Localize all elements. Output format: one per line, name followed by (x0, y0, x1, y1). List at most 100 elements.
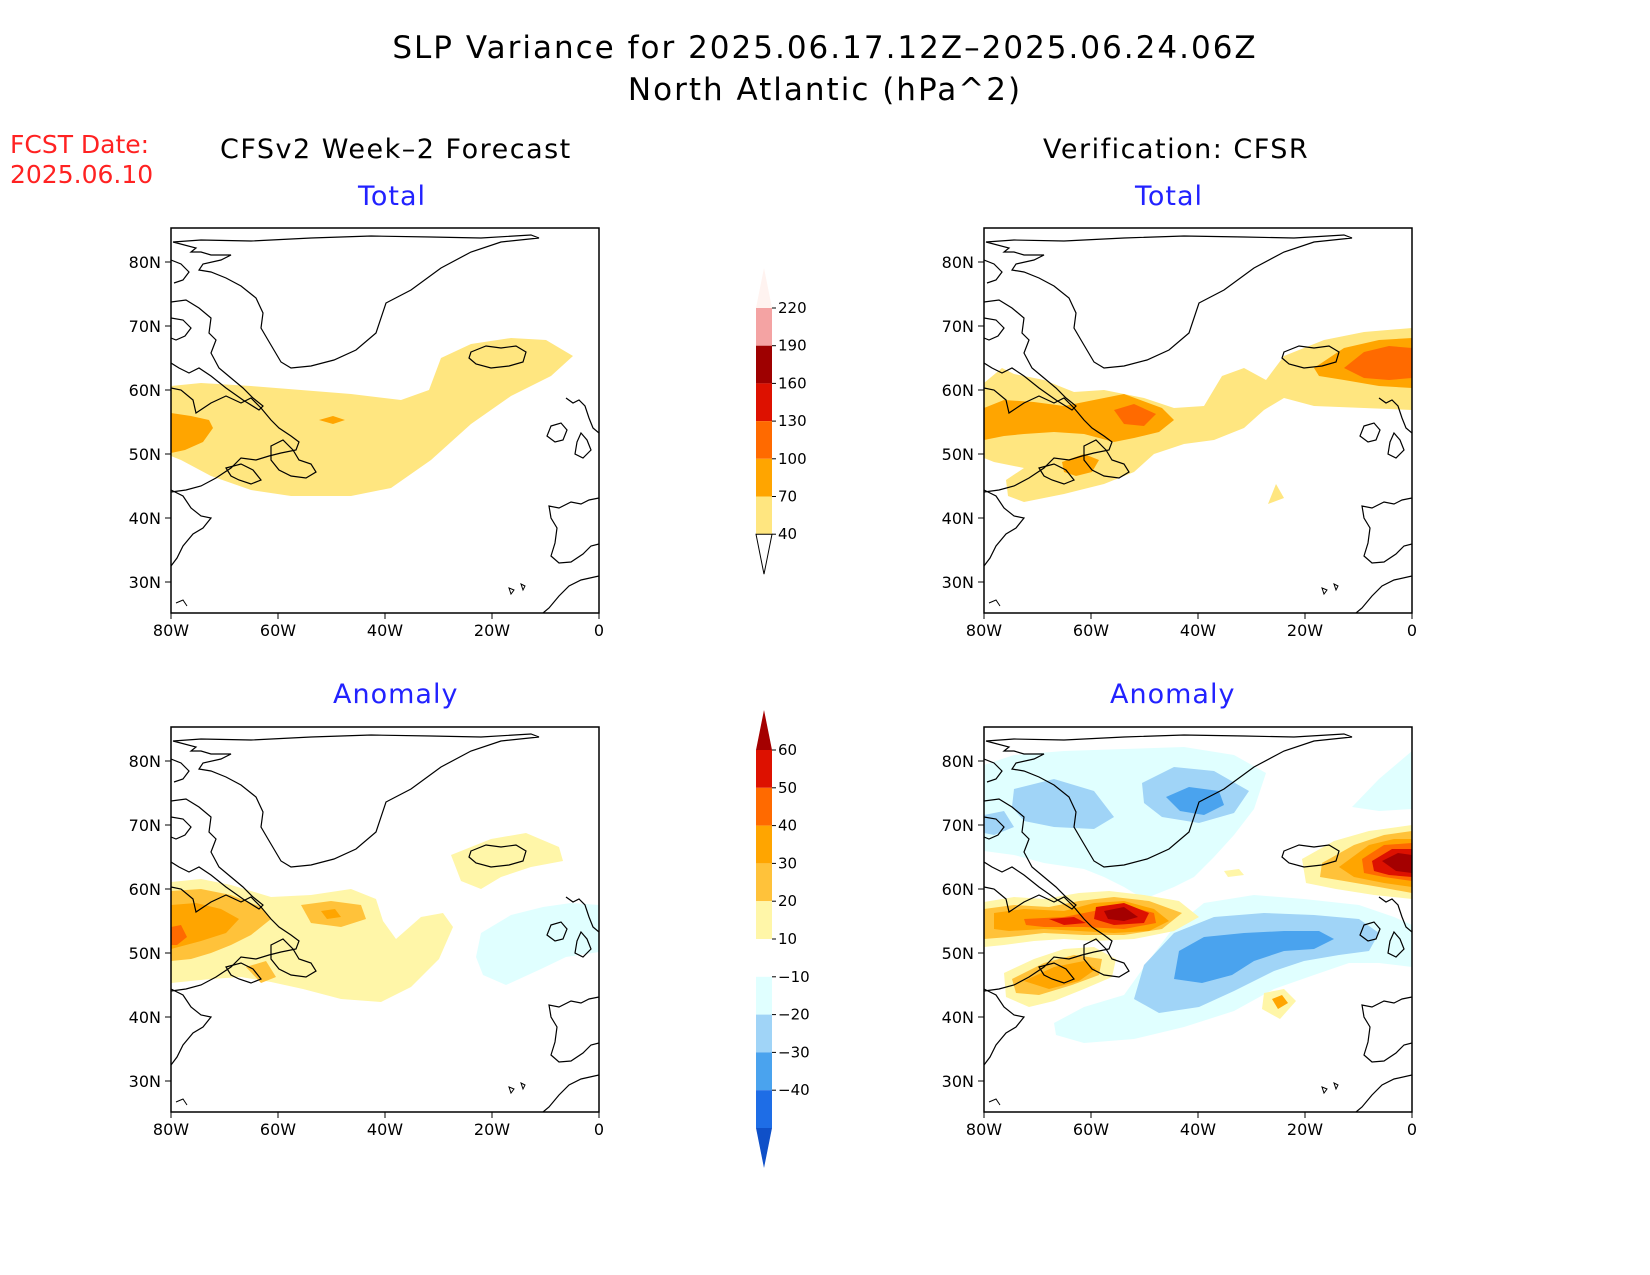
lon-tick-label-forecast-anomaly: 40W (367, 1120, 403, 1139)
colorbar-total-swatch (756, 458, 772, 497)
lat-tick-label-forecast-total: 70N (129, 317, 161, 336)
contour-verification-total-40b (1268, 484, 1284, 504)
map-forecast-total (164, 227, 600, 620)
lat-tick-label-verification-total: 30N (942, 573, 974, 592)
colorbar-anomaly-level-label: 60 (778, 741, 797, 759)
lon-tick-label-forecast-total: 80W (153, 621, 189, 640)
colorbar-anomaly-swatch (756, 1090, 772, 1128)
colorbar-anomaly-level-label: 40 (778, 817, 797, 835)
lon-tick-label-verification-total: 20W (1287, 621, 1323, 640)
colorbar-total-level-label: 220 (778, 299, 807, 317)
panel-label-forecast-total: Total (358, 181, 427, 212)
colorbar-anomaly-swatch (756, 787, 772, 826)
colorbar-total-top-arrow (756, 268, 772, 308)
lon-tick-label-verification-total: 40W (1180, 621, 1216, 640)
lon-tick-label-verification-total: 0 (1407, 621, 1417, 640)
colorbar-total-swatch (756, 345, 772, 384)
lat-tick-label-forecast-anomaly: 30N (129, 1072, 161, 1091)
colorbar-total-level-label: 130 (778, 412, 807, 430)
right-column-title: Verification: CFSR (1043, 134, 1310, 165)
contour-verification-total-100b (1114, 404, 1156, 426)
contour-verification-anomaly-m20b (984, 811, 1014, 835)
colorbar-anomaly-swatch (756, 976, 772, 1015)
colorbar-total-bottom-arrow (755, 533, 773, 575)
colorbar-anomaly-level-label: 50 (778, 779, 797, 797)
map-verification-anomaly (977, 726, 1413, 1119)
colorbar-anomaly-bottom-arrow (756, 1128, 772, 1168)
colorbar-anomaly-level-label: −40 (778, 1081, 810, 1099)
lat-tick-label-forecast-anomaly: 70N (129, 816, 161, 835)
lon-tick-label-verification-total: 80W (966, 621, 1002, 640)
contour-forecast-anomaly-30 (171, 903, 239, 949)
contour-verification-anomaly-10e (1224, 869, 1244, 877)
lon-tick-label-verification-total: 60W (1073, 621, 1109, 640)
lat-tick-label-forecast-anomaly: 80N (129, 752, 161, 771)
colorbar-total-swatch (756, 383, 772, 422)
lon-tick-label-verification-anomaly: 60W (1073, 1120, 1109, 1139)
lat-tick-label-forecast-total: 50N (129, 445, 161, 464)
contour-forecast-total-70b (319, 416, 345, 424)
main-subtitle: North Atlantic (hPa^2) (627, 72, 1023, 108)
map-verification-total (977, 227, 1413, 620)
left-column-title: CFSv2 Week–2 Forecast (220, 134, 572, 165)
contour-verification-anomaly-m30 (1166, 787, 1224, 815)
contour-forecast-anomaly-40 (171, 925, 187, 945)
axis-tick-labels: 80N 70N 60N 50N 40N 30N 80W 60W 40W 20W 0 80N 70N 60N… (129, 253, 1417, 1139)
contour-verification-anomaly-30b (1024, 961, 1096, 989)
lat-tick-label-forecast-anomaly: 40N (129, 1008, 161, 1027)
contour-verification-total-100 (1344, 346, 1412, 380)
colorbar-total-level-label: 70 (778, 488, 797, 506)
lon-tick-label-verification-anomaly: 20W (1287, 1120, 1323, 1139)
lat-tick-label-verification-anomaly: 50N (942, 944, 974, 963)
colorbar-anomaly-swatch (756, 750, 772, 788)
colorbar-total-swatch (756, 308, 772, 346)
lat-tick-label-verification-anomaly: 70N (942, 816, 974, 835)
contour-forecast-anomaly-30b (321, 909, 341, 919)
colorbar-total-level-label: 160 (778, 374, 807, 392)
contour-verification-anomaly-60b (1382, 853, 1412, 873)
colorbar-anomaly-swatch (756, 863, 772, 902)
colorbar-anomaly-top-arrow (756, 710, 772, 750)
contour-verification-anomaly-30d (1272, 995, 1288, 1009)
lat-tick-label-forecast-anomaly: 60N (129, 880, 161, 899)
lon-tick-label-forecast-total: 0 (594, 621, 604, 640)
lat-tick-label-verification-anomaly: 40N (942, 1008, 974, 1027)
lon-tick-label-verification-anomaly: 40W (1180, 1120, 1216, 1139)
lon-tick-label-verification-anomaly: 0 (1407, 1120, 1417, 1139)
colorbar-total-level-label: 190 (778, 337, 807, 355)
colorbar-anomaly-swatch (756, 1014, 772, 1053)
colorbar-anomaly: 60 50 40 30 20 10 −10 −20 −30 −40 (756, 710, 810, 1168)
contour-forecast-anomaly-m10 (476, 903, 599, 985)
lon-tick-label-forecast-total: 40W (367, 621, 403, 640)
contour-verification-anomaly-60 (1104, 907, 1138, 921)
contour-verification-anomaly-m20 (1012, 779, 1114, 829)
colorbar-anomaly-level-label: 20 (778, 892, 797, 910)
colorbar-anomaly-swatch (756, 825, 772, 864)
contour-forecast-anomaly-20c (246, 961, 276, 983)
lat-tick-label-verification-total: 60N (942, 381, 974, 400)
lon-tick-label-forecast-anomaly: 20W (474, 1120, 510, 1139)
lon-tick-label-forecast-anomaly: 80W (153, 1120, 189, 1139)
lat-tick-label-verification-total: 50N (942, 445, 974, 464)
fcst-date-value: 2025.06.10 (10, 160, 154, 189)
lat-tick-label-verification-total: 70N (942, 317, 974, 336)
lat-tick-label-verification-anomaly: 30N (942, 1072, 974, 1091)
contour-forecast-total-70 (171, 413, 213, 453)
colorbar-total: 220 190 160 130 100 70 40 (755, 268, 807, 575)
lon-tick-label-forecast-total: 20W (474, 621, 510, 640)
map-forecast-anomaly (164, 726, 600, 1119)
lat-tick-label-verification-total: 80N (942, 253, 974, 272)
colorbar-total-swatch (756, 496, 772, 535)
colorbar-anomaly-swatch (756, 939, 772, 977)
fcst-date-label: FCST Date: (10, 130, 150, 159)
lat-tick-label-forecast-anomaly: 50N (129, 944, 161, 963)
colorbar-anomaly-level-label: −10 (778, 968, 810, 986)
lat-tick-label-verification-anomaly: 80N (942, 752, 974, 771)
lon-tick-label-forecast-total: 60W (260, 621, 296, 640)
contour-verification-anomaly-50 (1049, 917, 1086, 925)
lat-tick-label-forecast-total: 30N (129, 573, 161, 592)
colorbar-total-swatch (756, 421, 772, 459)
lat-tick-label-forecast-total: 40N (129, 509, 161, 528)
contour-verification-anomaly-m30b (1174, 931, 1334, 983)
lat-tick-label-verification-total: 40N (942, 509, 974, 528)
